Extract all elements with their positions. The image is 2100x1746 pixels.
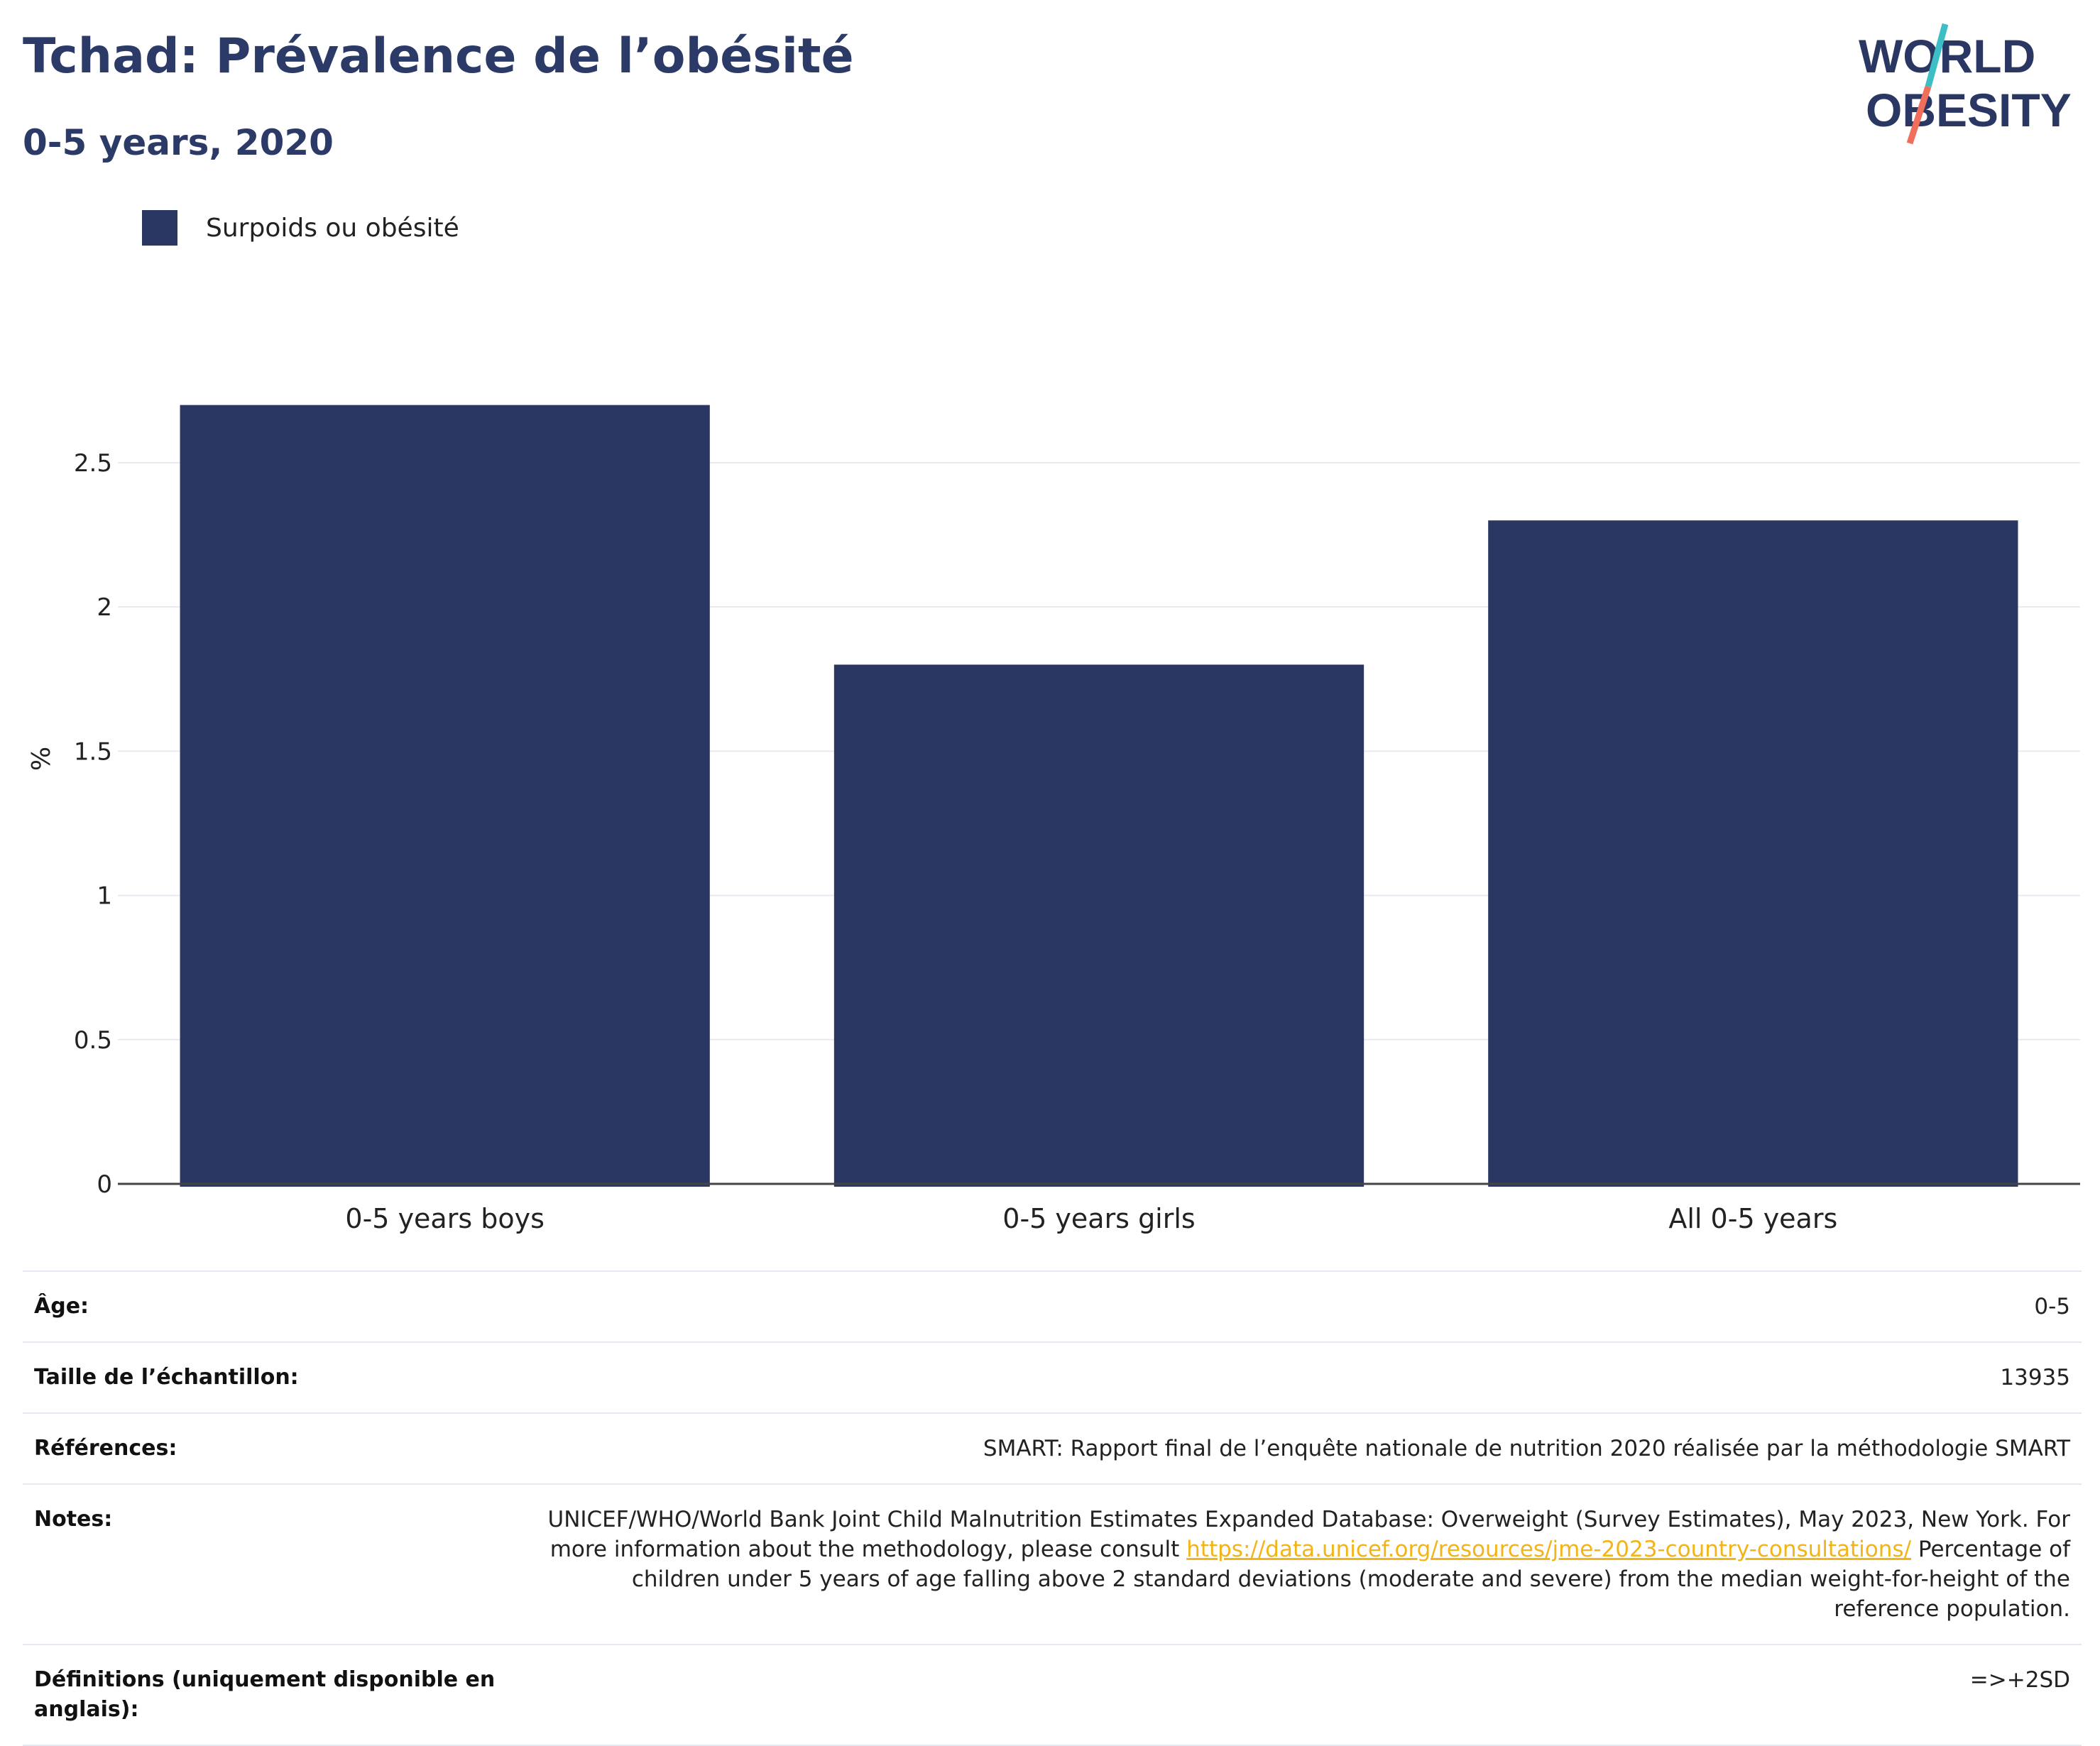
y-tick-label: 0.5 [74,1026,112,1055]
info-value: 0-5 [2034,1294,2070,1319]
legend-swatch [142,210,177,246]
info-key: Âge: [34,1294,89,1319]
y-axis-title: % [27,747,56,771]
y-tick-label: 2.5 [74,449,112,478]
y-tick-label: 0 [97,1170,112,1199]
info-table: Âge: 0-5 Taille de l’échantillon: 13935 … [23,1270,2082,1746]
info-key: Définitions (uniquement disponible en an… [34,1667,496,1722]
info-value: UNICEF/WHO/World Bank Joint Child Malnut… [514,1484,2082,1645]
y-tick-label: 1 [97,882,112,911]
info-key: Références: [34,1436,177,1461]
y-tick-label: 2 [97,593,112,622]
info-value: SMART: Rapport final de l’enquête nation… [983,1436,2070,1461]
info-row-references: Références: SMART: Rapport final de l’en… [23,1413,2082,1484]
legend-label: Surpoids ou obésité [206,213,459,243]
chart-svg: 0 0.5 1 1.5 2 2.5% 0-5 years boys 0-5 years gir… [27,405,2080,1234]
info-key: Notes: [34,1507,113,1532]
info-row-notes: Notes: UNICEF/WHO/World Bank Joint Child… [23,1484,2082,1645]
bar [833,664,1365,1187]
chart-subtitle: 0-5 years, 2020 [23,122,334,163]
info-value: =>+2SD [1969,1667,2070,1693]
bar [180,405,710,1187]
x-category-label: 0-5 years girls [1002,1203,1195,1234]
notes-link[interactable]: https://data.unicef.org/resources/jme-20… [1186,1537,1912,1562]
legend: Surpoids ou obésité [142,210,459,246]
x-category-label: 0-5 years boys [345,1203,544,1234]
info-row-sample-size: Taille de l’échantillon: 13935 [23,1342,2082,1413]
y-tick-label: 1.5 [74,737,112,766]
info-row-definitions: Définitions (uniquement disponible en an… [23,1645,2082,1745]
info-key: Taille de l’échantillon: [34,1365,299,1390]
svg-text:OBESITY: OBESITY [1866,84,2072,136]
bar [1488,520,2018,1187]
info-row-age: Âge: 0-5 [23,1271,2082,1342]
info-value: 13935 [2000,1365,2070,1390]
bar-chart: 0 0.5 1 1.5 2 2.5% 0-5 years boys 0-5 years gir… [0,355,2100,1249]
notes-text-after: Percentage of children under 5 years of … [631,1537,2070,1622]
notes-text-before: UNICEF/WHO/World Bank Joint Child Malnut… [547,1507,2071,1562]
chart-title: Tchad: Prévalence de l’obésité [23,28,854,84]
x-category-label: All 0-5 years [1668,1203,1837,1234]
svg-text:WORLD: WORLD [1859,30,2035,82]
world-obesity-logo: WORLD OBESITY [1844,21,2086,149]
